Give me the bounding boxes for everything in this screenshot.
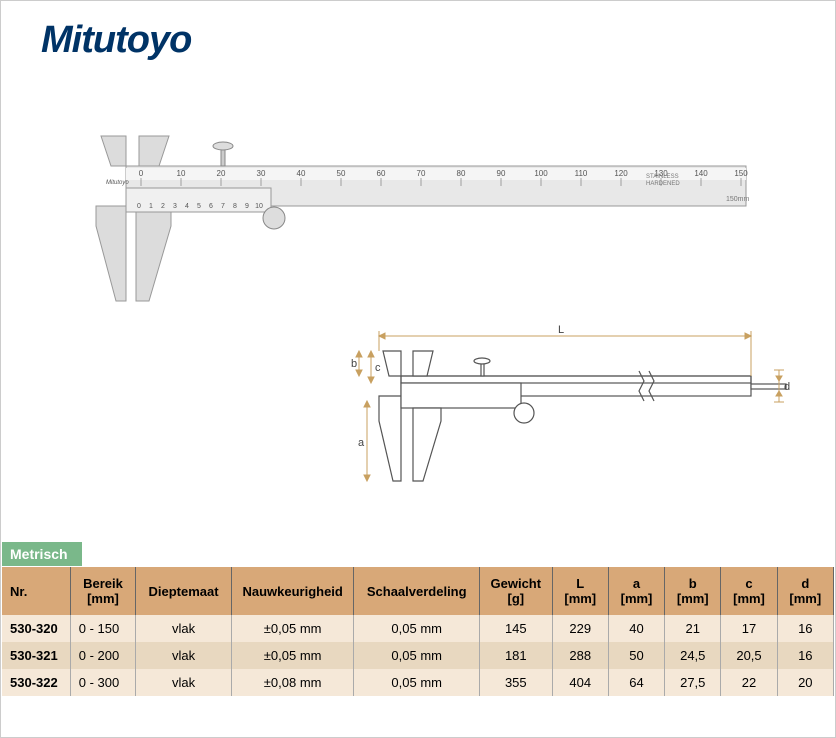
dim-label-d: d xyxy=(784,381,790,393)
svg-text:4: 4 xyxy=(185,203,189,210)
col-L: L[mm] xyxy=(552,567,608,615)
svg-text:6: 6 xyxy=(209,203,213,210)
caliper-product-image: 01020 304050 607080 90100110 120130140 1… xyxy=(71,106,771,306)
svg-text:110: 110 xyxy=(575,169,588,178)
table-row: 530-3220 - 300vlak ±0,08 mm0,05 mm355 40… xyxy=(2,669,834,696)
svg-text:40: 40 xyxy=(297,169,306,178)
svg-text:9: 9 xyxy=(245,203,249,210)
svg-text:140: 140 xyxy=(694,169,708,178)
col-a: a[mm] xyxy=(608,567,664,615)
col-d: d[mm] xyxy=(777,567,833,615)
dim-label-b: b xyxy=(351,358,357,370)
svg-text:150: 150 xyxy=(734,169,748,178)
section-label-metrisch: Metrisch xyxy=(2,542,82,566)
svg-text:HARDENED: HARDENED xyxy=(646,181,680,187)
svg-text:5: 5 xyxy=(197,203,201,210)
svg-text:80: 80 xyxy=(457,169,466,178)
table-row: 530-3200 - 150vlak ±0,05 mm0,05 mm145 22… xyxy=(2,615,834,642)
svg-text:3: 3 xyxy=(173,203,177,210)
caliper-technical-diagram: L b c a d xyxy=(341,321,791,511)
brand-logo: Mitutoyo xyxy=(41,19,191,62)
svg-text:10: 10 xyxy=(177,169,186,178)
svg-text:60: 60 xyxy=(377,169,386,178)
dim-label-L: L xyxy=(558,324,564,336)
svg-text:70: 70 xyxy=(417,169,426,178)
svg-text:8: 8 xyxy=(233,203,237,210)
col-b: b[mm] xyxy=(665,567,721,615)
col-nr: Nr. xyxy=(2,567,70,615)
svg-text:0: 0 xyxy=(137,203,141,210)
svg-text:150mm: 150mm xyxy=(726,196,750,203)
col-nauwkeurigheid: Nauwkeurigheid xyxy=(231,567,354,615)
svg-text:90: 90 xyxy=(497,169,506,178)
specifications-table: Nr. Bereik[mm] Dieptemaat Nauwkeurigheid… xyxy=(2,567,834,696)
svg-text:100: 100 xyxy=(534,169,548,178)
svg-text:7: 7 xyxy=(221,203,225,210)
svg-text:50: 50 xyxy=(337,169,346,178)
svg-text:STAINLESS: STAINLESS xyxy=(646,174,679,180)
svg-text:10: 10 xyxy=(255,203,263,210)
svg-text:120: 120 xyxy=(614,169,628,178)
dim-label-c: c xyxy=(375,362,381,374)
svg-text:20: 20 xyxy=(217,169,226,178)
svg-text:0: 0 xyxy=(139,169,144,178)
svg-text:Mitutoyo: Mitutoyo xyxy=(106,180,129,186)
col-gewicht: Gewicht[g] xyxy=(479,567,552,615)
col-schaalverdeling: Schaalverdeling xyxy=(354,567,480,615)
svg-text:30: 30 xyxy=(257,169,266,178)
col-dieptemaat: Dieptemaat xyxy=(136,567,232,615)
svg-text:2: 2 xyxy=(161,203,165,210)
table-row: 530-3210 - 200vlak ±0,05 mm0,05 mm181 28… xyxy=(2,642,834,669)
col-c: c[mm] xyxy=(721,567,777,615)
svg-text:1: 1 xyxy=(149,203,153,210)
col-bereik: Bereik[mm] xyxy=(70,567,136,615)
dim-label-a: a xyxy=(358,437,365,449)
